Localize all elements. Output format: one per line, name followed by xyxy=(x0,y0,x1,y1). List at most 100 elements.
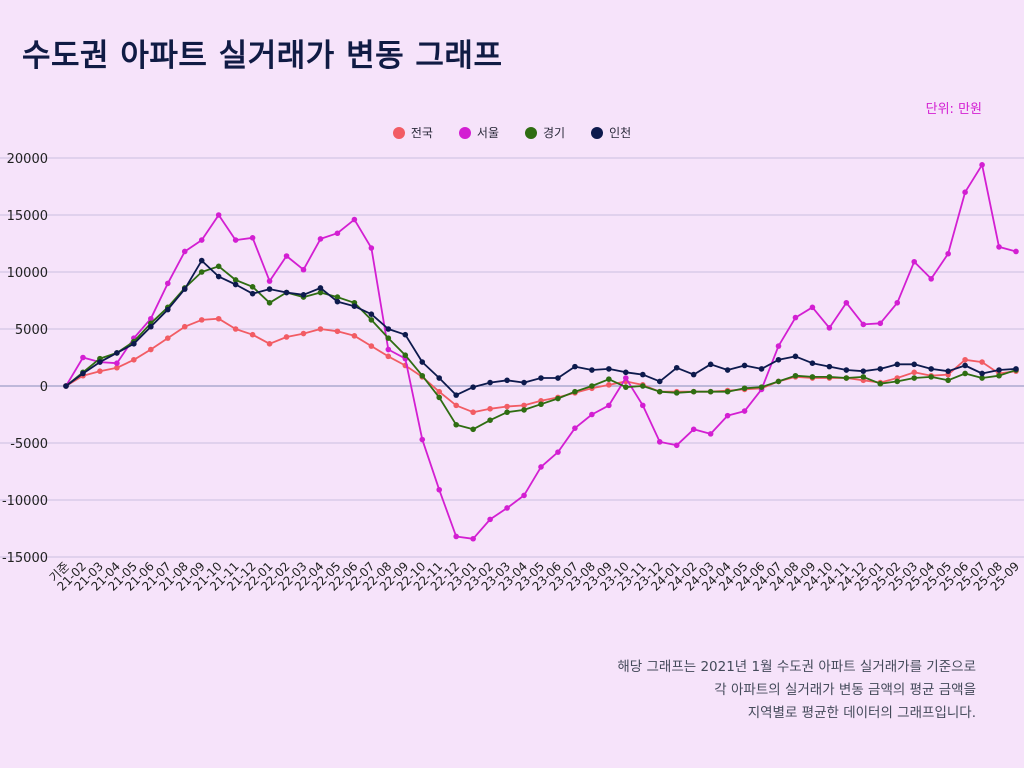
y-tick-label: 15000 xyxy=(7,209,48,224)
data-point xyxy=(249,331,256,338)
data-point xyxy=(181,248,188,255)
data-point xyxy=(80,370,86,377)
data-point xyxy=(572,388,578,395)
data-point xyxy=(215,273,222,280)
data-point xyxy=(656,388,663,395)
data-point xyxy=(470,426,476,433)
data-point xyxy=(572,363,578,370)
data-point xyxy=(656,378,663,385)
data-point xyxy=(724,388,731,395)
data-point xyxy=(504,505,510,511)
data-point xyxy=(436,375,443,381)
data-point xyxy=(707,361,714,368)
data-point xyxy=(860,374,867,380)
data-point xyxy=(232,237,239,243)
data-point xyxy=(775,343,782,349)
legend-label-gyeonggi: 경기 xyxy=(543,126,566,140)
data-point xyxy=(232,326,239,332)
data-point xyxy=(487,417,493,424)
data-point xyxy=(843,375,850,381)
data-point xyxy=(741,408,748,414)
data-point xyxy=(419,372,426,379)
data-point xyxy=(334,298,341,305)
data-point xyxy=(114,350,120,356)
data-point xyxy=(63,383,69,389)
data-point xyxy=(266,341,273,347)
legend-item-incheon[interactable]: 인천 xyxy=(591,124,631,141)
footnote-line-2: 각 아파트의 실거래가 변동 금액의 평균 금액을 xyxy=(714,682,976,698)
y-tick-label: -5000 xyxy=(10,437,48,452)
data-point xyxy=(606,366,612,372)
data-point xyxy=(911,361,918,368)
data-point xyxy=(860,321,867,328)
y-tick-label: 5000 xyxy=(15,323,48,338)
data-point xyxy=(181,323,188,330)
legend-label-seoul: 서울 xyxy=(476,126,499,140)
y-tick-label: 20000 xyxy=(7,152,48,167)
data-point xyxy=(148,346,154,353)
data-point xyxy=(877,366,884,372)
data-point xyxy=(385,353,392,360)
data-point xyxy=(283,289,290,296)
data-point xyxy=(368,317,375,323)
data-point xyxy=(504,403,510,410)
data-point xyxy=(979,370,985,377)
legend-item-national[interactable]: 전국 xyxy=(392,124,433,141)
data-point xyxy=(843,299,850,306)
data-point xyxy=(131,341,137,347)
data-point xyxy=(962,362,968,369)
data-point xyxy=(283,253,290,259)
data-point xyxy=(487,379,493,386)
data-point xyxy=(724,367,731,373)
data-point xyxy=(996,244,1002,250)
data-point xyxy=(538,401,544,408)
legend-item-gyeonggi[interactable]: 경기 xyxy=(525,124,565,141)
data-point xyxy=(538,464,544,470)
unit-label: 단위: 만원 xyxy=(925,102,982,117)
footnote-line-3: 지역별로 평균한 데이터의 그래프입니다. xyxy=(747,705,976,721)
data-point xyxy=(368,311,375,317)
data-point xyxy=(826,325,833,331)
data-point xyxy=(623,384,629,390)
data-point xyxy=(351,303,358,310)
data-point xyxy=(368,245,375,251)
data-point xyxy=(656,439,663,445)
data-point xyxy=(606,382,612,388)
data-point xyxy=(843,367,850,373)
data-point xyxy=(215,315,222,322)
data-point xyxy=(775,378,782,385)
data-point xyxy=(979,162,985,168)
data-point xyxy=(690,371,697,378)
legend-item-seoul[interactable]: 서울 xyxy=(458,124,499,141)
data-point xyxy=(690,426,697,433)
data-point xyxy=(775,356,782,363)
data-point xyxy=(928,374,934,380)
data-point xyxy=(334,230,341,237)
data-point xyxy=(198,269,205,275)
data-point xyxy=(945,377,951,384)
data-point xyxy=(555,449,561,455)
data-point xyxy=(826,363,833,370)
page-title: 수도권 아파트 실거래가 변동 그래프 xyxy=(22,38,503,74)
series-line-3 xyxy=(65,259,1017,397)
data-point xyxy=(809,374,816,380)
data-point xyxy=(249,290,256,297)
data-point xyxy=(351,216,358,223)
data-point xyxy=(826,374,833,380)
data-point xyxy=(758,384,765,390)
data-point xyxy=(572,425,578,431)
legend-label-national: 전국 xyxy=(410,126,433,140)
data-point xyxy=(385,326,392,332)
data-point xyxy=(419,436,426,443)
data-point xyxy=(164,306,171,313)
data-point xyxy=(470,409,476,416)
data-point xyxy=(639,383,646,389)
line-chart: 20000150001000050000-5000-10000-15000기준2… xyxy=(0,152,1024,594)
data-point xyxy=(589,383,595,389)
data-point xyxy=(334,328,341,335)
data-point xyxy=(673,442,680,449)
data-point xyxy=(1013,248,1019,255)
data-point xyxy=(97,368,103,374)
data-point xyxy=(623,375,629,381)
data-point xyxy=(402,331,409,338)
